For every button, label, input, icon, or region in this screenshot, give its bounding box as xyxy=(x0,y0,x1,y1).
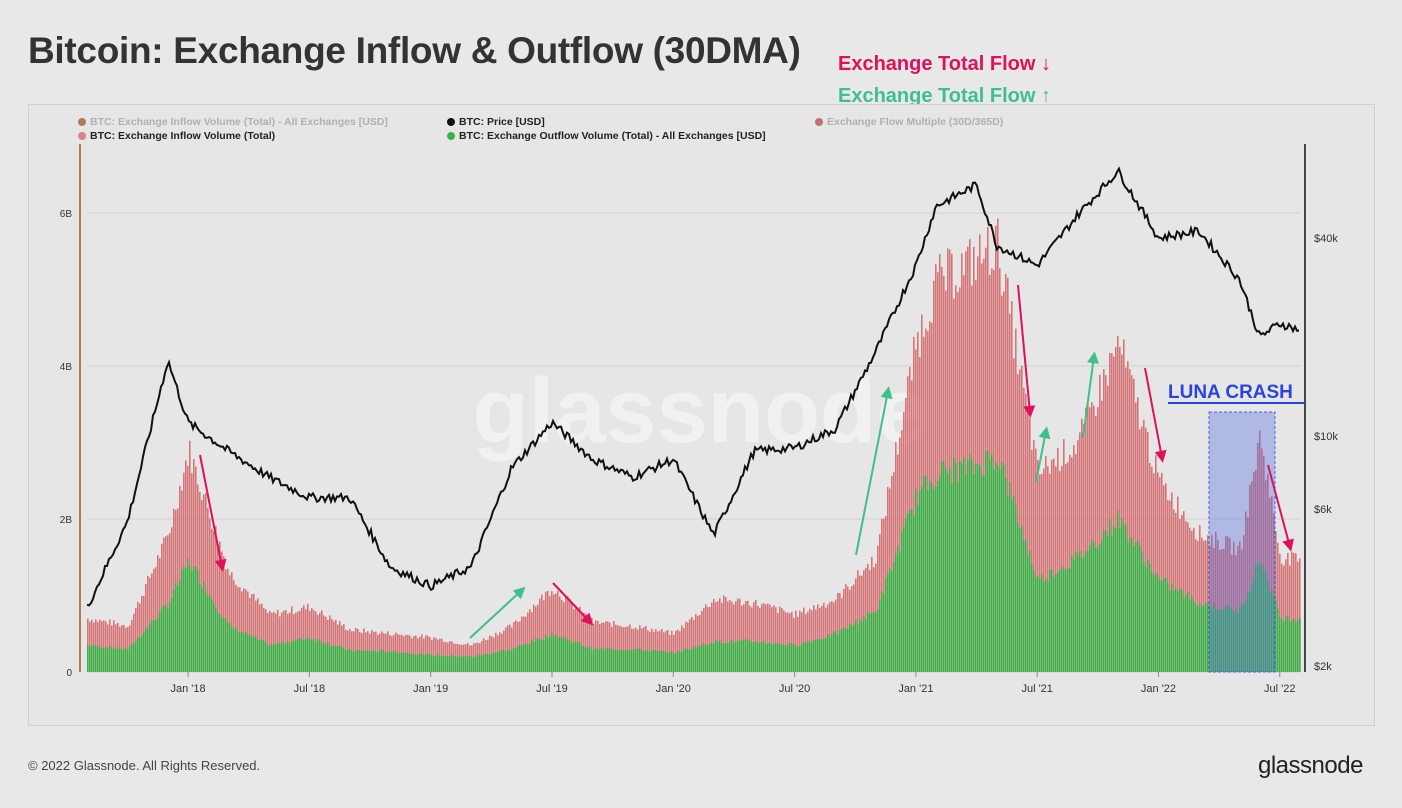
legend-dot-icon xyxy=(78,118,86,126)
legend-dot-icon xyxy=(447,132,455,140)
legend-dot-icon xyxy=(815,118,823,126)
copyright-text: © 2022 Glassnode. All Rights Reserved. xyxy=(28,758,261,773)
legend-item-flow-multiple[interactable]: Exchange Flow Multiple (30D/365D) xyxy=(815,116,1003,128)
legend-dot-icon xyxy=(447,118,455,126)
page-title: Bitcoin: Exchange Inflow & Outflow (30DM… xyxy=(28,30,801,71)
annotation-total-flow-down: Exchange Total Flow ↓ xyxy=(838,53,1051,75)
annotation-total-flow-up: Exchange Total Flow ↑ xyxy=(838,85,1051,107)
legend-item-inflow-total[interactable]: BTC: Exchange Inflow Volume (Total) xyxy=(78,130,275,142)
brand-logo: glassnode xyxy=(1258,752,1363,779)
chart-panel xyxy=(28,104,1375,726)
legend-item-price[interactable]: BTC: Price [USD] xyxy=(447,116,545,128)
legend-dot-icon xyxy=(78,132,86,140)
legend-item-outflow[interactable]: BTC: Exchange Outflow Volume (Total) - A… xyxy=(447,130,766,142)
legend-item-inflow-all-exchanges[interactable]: BTC: Exchange Inflow Volume (Total) - Al… xyxy=(78,116,388,128)
